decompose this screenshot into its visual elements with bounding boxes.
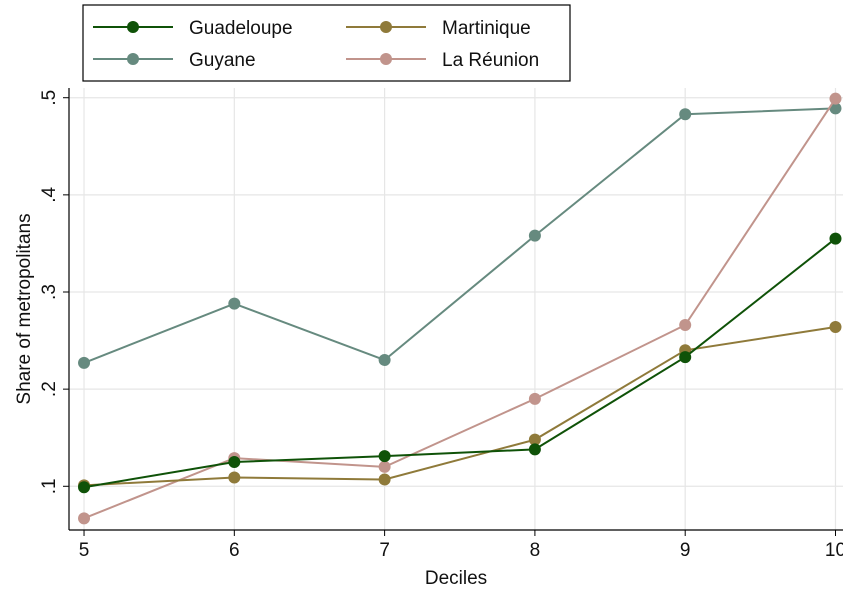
data-point (228, 471, 241, 484)
x-tick-label: 6 (229, 540, 240, 561)
legend-label: Martinique (442, 18, 531, 39)
legend-item: Guadeloupe (93, 18, 293, 39)
tick-labels: 5 6 7 8 9 10 .1 .2 .3 .4 .5 (39, 90, 843, 561)
y-tick-label: .2 (39, 381, 60, 397)
x-tick-label: 5 (79, 540, 90, 561)
data-point (228, 297, 241, 310)
x-tick-label: 10 (825, 540, 843, 561)
data-point (528, 443, 541, 456)
x-axis-title: Deciles (425, 568, 487, 589)
legend-swatch-marker (127, 21, 139, 33)
legend-swatch-marker (127, 53, 139, 65)
y-tick-label: .4 (39, 187, 60, 203)
data-point (78, 481, 91, 494)
series-guadeloupe (78, 232, 842, 494)
data-point (829, 232, 842, 245)
y-axis-title: Share of metropolitans (14, 213, 35, 404)
legend: Guadeloupe Martinique Guyane La Réunion (82, 4, 571, 82)
data-point (78, 356, 91, 369)
x-tick-label: 9 (680, 540, 691, 561)
data-point (679, 319, 692, 332)
data-point (528, 392, 541, 405)
series-line (83, 325, 836, 487)
y-tick-label: .1 (39, 478, 60, 494)
legend-item: Guyane (93, 50, 256, 71)
series-line (83, 98, 837, 520)
grid-lines (69, 88, 843, 530)
series-line (83, 237, 837, 489)
y-tick-label: .3 (39, 284, 60, 300)
data-point (528, 229, 541, 242)
data-point (378, 473, 391, 486)
legend-swatch-marker (380, 21, 392, 33)
data-point (679, 108, 692, 121)
data-point (829, 92, 842, 105)
data-point (378, 450, 391, 463)
legend-item: La Réunion (346, 50, 539, 71)
x-tick-label: 8 (530, 540, 541, 561)
series-guyane (78, 102, 842, 369)
legend-label: Guadeloupe (189, 18, 293, 39)
series-line (83, 107, 836, 364)
data-point (829, 102, 842, 115)
legend-box (82, 4, 571, 82)
data-point (378, 460, 391, 473)
legend-label: La Réunion (442, 50, 539, 71)
legend-swatch-marker (380, 53, 392, 65)
data-point (228, 456, 241, 468)
y-tick-label: .5 (39, 90, 60, 106)
data-point (829, 320, 842, 333)
data-point (528, 433, 541, 446)
legend-label: Guyane (189, 50, 256, 71)
data-point (679, 351, 692, 364)
legend-item: Martinique (346, 18, 531, 39)
series-lines (78, 92, 842, 525)
axes (68, 88, 843, 531)
data-point (78, 512, 91, 525)
series-martinique (78, 320, 842, 492)
x-tick-label: 7 (379, 540, 390, 561)
data-point (378, 354, 391, 366)
